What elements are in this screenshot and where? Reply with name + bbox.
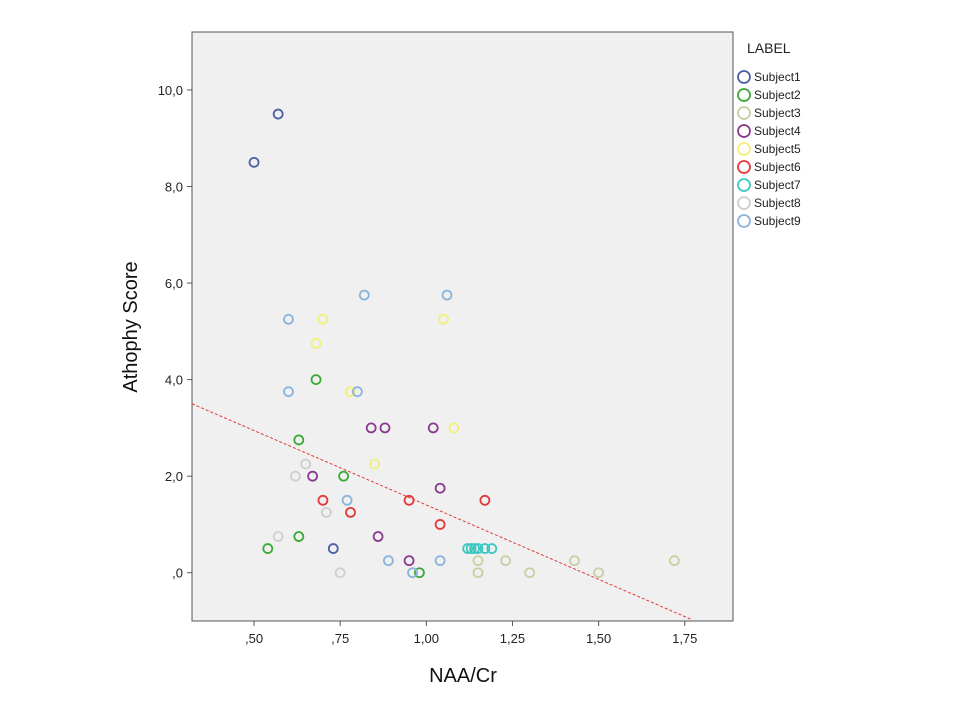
- y-axis-title: Athophy Score: [120, 261, 142, 392]
- data-point-subject6: [345, 506, 356, 518]
- x-tick-label: 1,50: [586, 631, 611, 646]
- fit-line-layer: [191, 403, 692, 621]
- legend-label-subject2: Subject2: [754, 88, 801, 102]
- data-point-subject3: [669, 555, 680, 567]
- legend-label-subject9: Subject9: [754, 214, 801, 228]
- data-point-subject5: [310, 337, 322, 349]
- data-point-subject9: [407, 567, 418, 579]
- data-point-subject8: [272, 531, 284, 542]
- data-point-subject8: [334, 567, 346, 579]
- data-point-subject2: [310, 374, 322, 386]
- y-tick-label: 6,0: [165, 276, 183, 291]
- data-point-subject5: [369, 458, 381, 470]
- data-point-subject4: [365, 422, 377, 434]
- data-point-subject8: [289, 470, 301, 482]
- legend-marker-subject1: [737, 70, 751, 84]
- legend-label-subject4: Subject4: [754, 124, 801, 138]
- x-tick-label: 1,00: [414, 631, 439, 646]
- legend-marker-subject3: [737, 106, 751, 120]
- data-point-subject4: [434, 482, 446, 494]
- data-point-subject6: [317, 494, 329, 506]
- legend-label-subject6: Subject6: [754, 160, 801, 174]
- data-point-subject5: [438, 313, 449, 325]
- data-point-subject8: [320, 506, 332, 518]
- data-point-subject3: [472, 567, 484, 579]
- data-point-subject9: [341, 494, 353, 506]
- data-point-subject9: [283, 313, 294, 325]
- data-point-subject1: [248, 156, 260, 168]
- legend-marker-subject4: [737, 124, 751, 138]
- data-point-subject1: [272, 108, 284, 120]
- data-point-subject3: [524, 567, 536, 579]
- data-point-subject4: [427, 422, 439, 434]
- data-point-subject9: [352, 386, 363, 398]
- legend-marker-subject7: [737, 178, 751, 192]
- data-point-subject4: [307, 470, 319, 482]
- data-point-subject2: [293, 531, 305, 542]
- data-point-subject2: [262, 543, 274, 554]
- data-point-subject6: [434, 519, 446, 530]
- legend-marker-subject6: [737, 160, 751, 174]
- x-axis-title: NAA/Cr: [429, 665, 497, 687]
- y-tick-label: 8,0: [165, 179, 183, 194]
- y-axis: ,0 2,0 4,0 6,0 8,0 10,0: [158, 83, 192, 581]
- legend-label-subject8: Subject8: [754, 196, 801, 210]
- data-point-subject5: [345, 386, 356, 398]
- x-tick-label: 1,75: [672, 631, 697, 646]
- x-axis: ,50 ,75 1,00 1,25 1,50 1,75: [245, 621, 697, 646]
- data-point-subject4: [403, 555, 415, 567]
- fit-line: [191, 403, 692, 621]
- data-point-subject9: [441, 289, 453, 301]
- data-point-subject1: [327, 543, 339, 554]
- legend: LABEL Subject1 Subject2 Subject3 Subject4 Su…: [737, 40, 801, 228]
- y-tick-label: 10,0: [158, 83, 183, 98]
- data-point-subject7: [462, 543, 474, 554]
- y-tick-label: ,0: [172, 566, 183, 581]
- data-point-subject2: [338, 470, 350, 482]
- legend-label-subject7: Subject7: [754, 178, 801, 192]
- data-point-subject2: [293, 434, 305, 446]
- data-point-subject7: [472, 543, 484, 554]
- data-point-subject2: [414, 567, 425, 579]
- data-point-subject9: [358, 289, 370, 301]
- legend-marker-subject9: [737, 214, 751, 228]
- x-tick-label: 1,25: [500, 631, 525, 646]
- data-point-subject5: [448, 422, 460, 434]
- data-point-subject8: [300, 458, 312, 470]
- points-layer: [248, 108, 680, 579]
- legend-marker-subject5: [737, 142, 751, 156]
- data-point-subject3: [593, 567, 605, 579]
- data-point-subject3: [569, 555, 580, 567]
- y-tick-label: 4,0: [165, 373, 183, 388]
- legend-label-subject5: Subject5: [754, 142, 801, 156]
- data-point-subject6: [403, 494, 415, 506]
- data-point-subject9: [383, 555, 394, 567]
- legend-marker-subject2: [737, 88, 751, 102]
- data-point-subject3: [472, 555, 484, 567]
- data-point-subject7: [469, 543, 480, 554]
- x-tick-label: ,75: [331, 631, 349, 646]
- data-point-subject9: [283, 386, 294, 398]
- data-point-subject9: [434, 555, 446, 567]
- plot-background: [191, 31, 734, 622]
- legend-title: LABEL: [747, 40, 791, 56]
- data-point-subject5: [317, 313, 329, 325]
- data-point-subject4: [372, 531, 384, 542]
- data-point-subject7: [486, 543, 498, 554]
- y-tick-label: 2,0: [165, 469, 183, 484]
- data-point-subject6: [479, 494, 491, 506]
- legend-marker-subject8: [737, 196, 751, 210]
- legend-label-subject1: Subject1: [754, 70, 801, 84]
- x-tick-label: ,50: [245, 631, 263, 646]
- legend-label-subject3: Subject3: [754, 106, 801, 120]
- data-point-subject4: [379, 422, 391, 434]
- data-point-subject3: [500, 555, 511, 567]
- data-point-subject7: [465, 543, 477, 554]
- data-point-subject7: [479, 543, 491, 554]
